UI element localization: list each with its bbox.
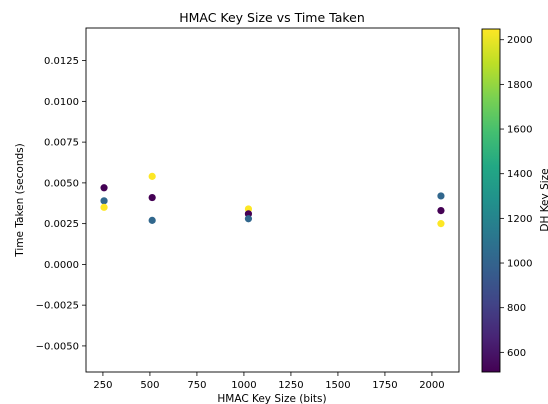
y-tick-label: 0.0050: [44, 178, 79, 189]
scatter-point: [437, 220, 445, 228]
x-tick-label: 250: [93, 380, 112, 391]
x-axis-ticks: 250 500 750 1000 1250 1500 1750 2000: [93, 372, 445, 391]
scatter-point: [100, 203, 108, 211]
x-tick-label: 1500: [325, 380, 350, 391]
colorbar-ticks: 600 800 1000 1200 1400 1600 1800 2000: [500, 35, 532, 359]
y-tick-label: 0.0025: [44, 219, 79, 230]
colorbar-label: DH Key Size: [539, 168, 548, 231]
colorbar-tick-label: 1200: [507, 214, 532, 225]
y-tick-label: 0.0100: [44, 97, 79, 108]
colorbar-tick-label: 1600: [507, 125, 532, 136]
scatter-point: [437, 206, 445, 215]
scatter-point: [148, 172, 156, 180]
y-tick-label: −0.0025: [36, 301, 79, 312]
x-axis-label: HMAC Key Size (bits): [217, 393, 326, 404]
scatter-point: [148, 193, 156, 202]
x-tick-label: 1000: [231, 380, 256, 391]
x-tick-label: 2000: [419, 380, 444, 391]
scatter-point: [100, 197, 108, 205]
colorbar-tick-label: 2000: [507, 35, 532, 46]
y-axis-label: Time Taken (seconds): [14, 143, 26, 257]
scatter-point: [148, 216, 156, 224]
chart-title: HMAC Key Size vs Time Taken: [179, 10, 365, 25]
x-tick-label: 1250: [278, 380, 303, 391]
scatter-point: [244, 215, 253, 223]
scatter-points: [100, 172, 445, 228]
y-tick-label: 0.0125: [44, 56, 79, 67]
scatter-point: [437, 192, 445, 200]
x-tick-label: 750: [187, 380, 206, 391]
x-tick-label: 1750: [372, 380, 397, 391]
colorbar-gradient: [481, 28, 501, 373]
scatter-point: [100, 184, 108, 192]
colorbar: 600 800 1000 1200 1400 1600 1800 2000 DH Key Si…: [481, 28, 548, 373]
colorbar-tick-label: 1000: [507, 259, 532, 270]
y-axis-ticks: −0.0050 −0.0025 0.0000 0.0025 0.0050 0.0075 0.…: [36, 56, 86, 352]
y-tick-label: 0.0075: [44, 138, 79, 149]
plot-frame: [85, 27, 460, 373]
y-tick-label: −0.0050: [36, 341, 79, 352]
colorbar-tick-label: 600: [507, 348, 526, 359]
y-tick-label: 0.0000: [44, 260, 79, 271]
colorbar-tick-label: 1400: [507, 169, 532, 180]
x-tick-label: 500: [140, 380, 159, 391]
colorbar-tick-label: 1800: [507, 80, 532, 91]
plot-area: 250 500 750 1000 1250 1500 1750 2000 −0.0050−0.…: [36, 27, 460, 391]
colorbar-tick-label: 800: [507, 303, 526, 314]
